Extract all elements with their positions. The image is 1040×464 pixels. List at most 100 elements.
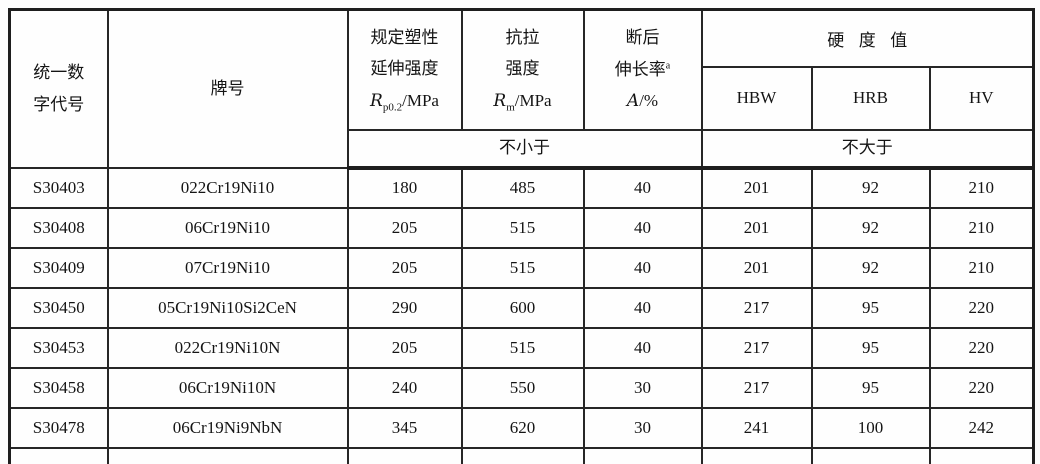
header-unified-code: 统一数 字代号: [8, 8, 109, 169]
header-proof-strength-line2: 延伸强度: [370, 59, 439, 79]
cell-elongation: 30: [582, 406, 703, 449]
cell-hv: 220: [928, 286, 1035, 329]
footnote-marker-a: a: [665, 59, 671, 71]
cell-elongation: 40: [582, 166, 703, 209]
cell-rp02: 205: [346, 326, 463, 369]
cell-code: S30408: [8, 206, 109, 249]
cell-empty: [582, 446, 703, 464]
cell-rm: 485: [460, 166, 585, 209]
header-hbw: HBW: [700, 65, 813, 131]
cell-rm: 515: [460, 326, 585, 369]
header-elongation: 断后 伸长率a A/%: [582, 8, 703, 131]
cell-grade: 05Cr19Ni10Si2CeN: [106, 286, 349, 329]
cell-rm: 620: [460, 406, 585, 449]
header-row-minmax: 不小于 不大于: [10, 128, 1035, 170]
header-tensile-strength-line1: 抗拉: [505, 27, 540, 47]
cell-grade: 06Cr19Ni10: [106, 206, 349, 249]
cell-code: S30453: [8, 326, 109, 369]
cell-hrb: 92: [810, 166, 931, 209]
cell-grade: 022Cr19Ni10: [106, 166, 349, 209]
cell-hbw: 201: [700, 206, 813, 249]
header-row-top: 统一数 字代号 牌号 规定塑性 延伸强度 Rp0.2/MPa 抗拉 强度 Rm/…: [8, 8, 1035, 169]
cell-empty: [460, 446, 585, 464]
header-elongation-line1: 断后: [625, 28, 660, 48]
cell-empty: [106, 446, 349, 464]
cell-hv: 220: [928, 366, 1035, 409]
cell-hbw: 217: [700, 366, 813, 409]
cell-rm: 515: [460, 206, 585, 249]
cell-rm: 600: [460, 286, 585, 329]
cell-rp02: 180: [346, 166, 463, 209]
cell-hv: 210: [928, 166, 1035, 209]
cell-empty: [8, 446, 109, 464]
cell-elongation: 40: [582, 286, 703, 329]
header-proof-strength: 规定塑性 延伸强度 Rp0.2/MPa: [346, 8, 463, 131]
cell-rp02: 290: [346, 286, 463, 329]
cell-hbw: 241: [700, 406, 813, 449]
table-row: S30403 022Cr19Ni10 180 485 40 201 92 210: [8, 166, 1035, 209]
header-unified-code-line1: 统一数: [33, 63, 85, 83]
cell-hbw: 217: [700, 286, 813, 329]
cell-hbw: 217: [700, 326, 813, 369]
tensile-strength-symbol: Rm/MPa: [493, 90, 552, 114]
table-row: S30453 022Cr19Ni10N 205 515 40 217 95 22…: [8, 326, 1035, 369]
header-not-less-than: 不小于: [346, 128, 703, 170]
table-row: S30408 06Cr19Ni10 205 515 40 201 92 210: [8, 206, 1035, 249]
cell-hrb: 92: [810, 206, 931, 249]
steel-grade-spec-table: 统一数 字代号 牌号 规定塑性 延伸强度 Rp0.2/MPa 抗拉 强度 Rm/…: [8, 8, 1036, 464]
header-tensile-strength-line2: 强度: [505, 59, 540, 79]
cell-hrb: 95: [810, 286, 931, 329]
cell-rp02: 205: [346, 246, 463, 289]
cell-grade: 06Cr19Ni9NbN: [106, 406, 349, 449]
cell-elongation: 40: [582, 326, 703, 369]
cell-hrb: 100: [810, 406, 931, 449]
cell-hbw: 201: [700, 166, 813, 209]
cell-hrb: 95: [810, 366, 931, 409]
proof-strength-symbol: Rp0.2/MPa: [370, 90, 439, 114]
header-grade: 牌号: [106, 8, 349, 169]
cell-hrb: 92: [810, 246, 931, 289]
table-row: S30409 07Cr19Ni10 205 515 40 201 92 210: [8, 246, 1035, 289]
table-row-clipped: [8, 446, 1035, 464]
table-row: S30458 06Cr19Ni10N 240 550 30 217 95 220: [8, 366, 1035, 409]
cell-grade: 06Cr19Ni10N: [106, 366, 349, 409]
cell-grade: 022Cr19Ni10N: [106, 326, 349, 369]
header-not-greater-than: 不大于: [700, 128, 1035, 170]
cell-hbw: 201: [700, 246, 813, 289]
cell-elongation: 40: [582, 206, 703, 249]
table-row: S30478 06Cr19Ni9NbN 345 620 30 241 100 2…: [8, 406, 1035, 449]
table-row: S30450 05Cr19Ni10Si2CeN 290 600 40 217 9…: [8, 286, 1035, 329]
cell-rp02: 345: [346, 406, 463, 449]
header-elongation-line2: 伸长率a: [614, 59, 671, 79]
header-row-hardness-units: HBW HRB HV: [10, 65, 1035, 131]
cell-code: S30450: [8, 286, 109, 329]
cell-elongation: 30: [582, 366, 703, 409]
cell-hv: 242: [928, 406, 1035, 449]
cell-code: S30409: [8, 246, 109, 289]
cell-rp02: 240: [346, 366, 463, 409]
cell-rm: 550: [460, 366, 585, 409]
cell-empty: [346, 446, 463, 464]
cell-code: S30458: [8, 366, 109, 409]
header-hardness-group: 硬度值: [700, 8, 1035, 68]
elongation-symbol: A/%: [626, 90, 659, 111]
cell-code: S30403: [8, 166, 109, 209]
header-unified-code-line2: 字代号: [33, 94, 85, 114]
header-proof-strength-line1: 规定塑性: [370, 27, 439, 47]
cell-empty: [928, 446, 1035, 464]
cell-hrb: 95: [810, 326, 931, 369]
cell-empty: [700, 446, 813, 464]
cell-hv: 210: [928, 246, 1035, 289]
cell-rp02: 205: [346, 206, 463, 249]
cell-hv: 210: [928, 206, 1035, 249]
cell-code: S30478: [8, 406, 109, 449]
cell-hv: 220: [928, 326, 1035, 369]
header-hv: HV: [928, 65, 1035, 131]
cell-empty: [810, 446, 931, 464]
cell-rm: 515: [460, 246, 585, 289]
header-tensile-strength: 抗拉 强度 Rm/MPa: [460, 8, 585, 131]
cell-elongation: 40: [582, 246, 703, 289]
header-hrb: HRB: [810, 65, 931, 131]
cell-grade: 07Cr19Ni10: [106, 246, 349, 289]
